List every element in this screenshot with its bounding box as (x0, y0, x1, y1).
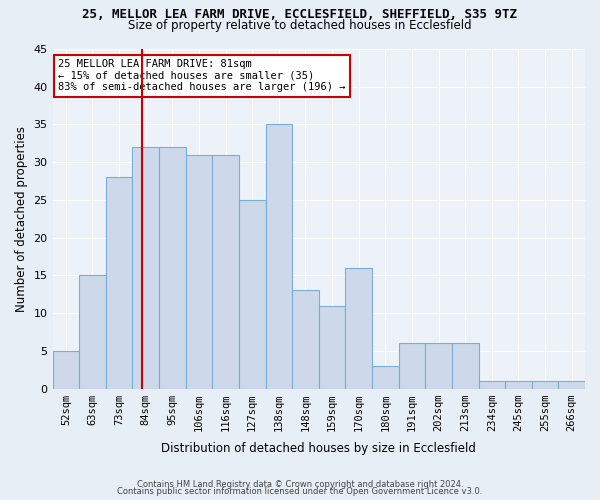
Bar (398, 344, 425, 388)
Bar (133, 147, 159, 388)
Bar (372, 366, 398, 388)
Bar (106, 178, 133, 388)
Bar (239, 200, 266, 388)
Bar (505, 381, 532, 388)
Bar (266, 124, 292, 388)
Bar (479, 381, 505, 388)
Bar (185, 154, 212, 388)
Text: Contains public sector information licensed under the Open Government Licence v3: Contains public sector information licen… (118, 487, 482, 496)
Bar (159, 147, 185, 388)
Text: Contains HM Land Registry data © Crown copyright and database right 2024.: Contains HM Land Registry data © Crown c… (137, 480, 463, 489)
Bar (53, 351, 79, 389)
Bar (212, 154, 239, 388)
Bar (79, 276, 106, 388)
Bar (452, 344, 479, 388)
Bar (532, 381, 559, 388)
Bar (346, 268, 372, 388)
Text: Size of property relative to detached houses in Ecclesfield: Size of property relative to detached ho… (128, 19, 472, 32)
Text: 25 MELLOR LEA FARM DRIVE: 81sqm
← 15% of detached houses are smaller (35)
83% of: 25 MELLOR LEA FARM DRIVE: 81sqm ← 15% of… (58, 59, 346, 92)
Y-axis label: Number of detached properties: Number of detached properties (15, 126, 28, 312)
Bar (319, 306, 346, 388)
Bar (292, 290, 319, 388)
Bar (559, 381, 585, 388)
Bar (425, 344, 452, 388)
Text: 25, MELLOR LEA FARM DRIVE, ECCLESFIELD, SHEFFIELD, S35 9TZ: 25, MELLOR LEA FARM DRIVE, ECCLESFIELD, … (83, 8, 517, 20)
X-axis label: Distribution of detached houses by size in Ecclesfield: Distribution of detached houses by size … (161, 442, 476, 455)
